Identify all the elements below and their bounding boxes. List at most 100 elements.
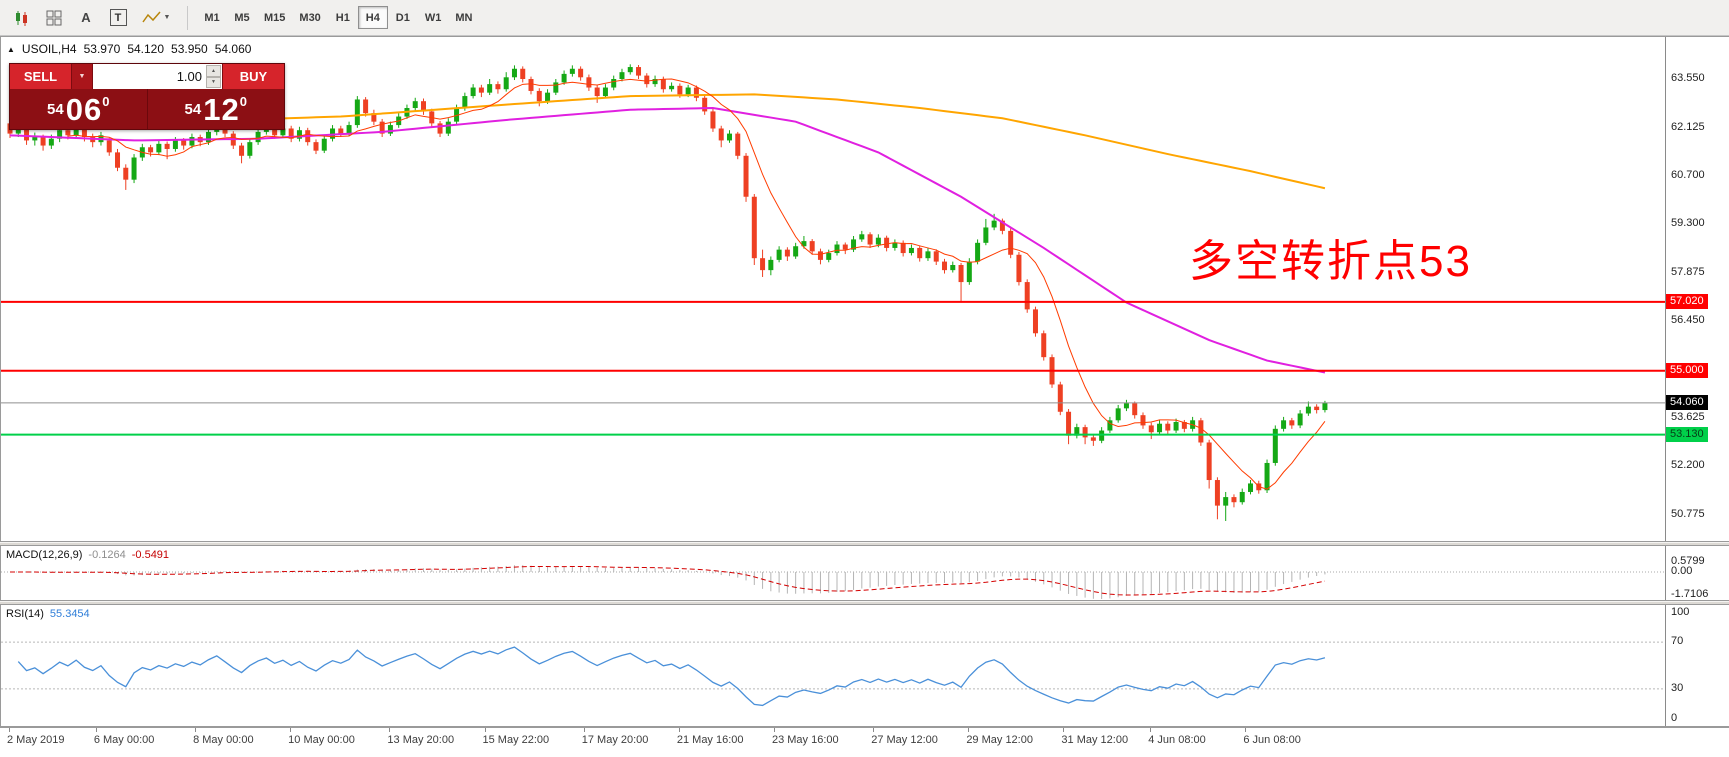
time-tick [583, 728, 585, 732]
buy-price-point: 0 [239, 94, 247, 109]
text-tool-icon[interactable]: A [71, 4, 101, 31]
time-label: 2 May 2019 [7, 734, 65, 746]
close-value: 54.060 [214, 42, 252, 56]
sell-price-pips: 06 [65, 91, 103, 127]
open-value: 53.970 [83, 42, 121, 56]
macd-tick: -1.7106 [1671, 588, 1709, 600]
time-label: 6 Jun 08:00 [1243, 734, 1301, 746]
price-tick: 60.700 [1671, 169, 1705, 182]
one-click-toggle-icon[interactable]: ▲ [7, 44, 15, 54]
rsi-name: RSI(14) [6, 608, 44, 620]
timeframe-h1[interactable]: H1 [335, 11, 350, 24]
time-label: 4 Jun 08:00 [1148, 734, 1206, 746]
volume-input[interactable] [93, 64, 222, 89]
macd-signal-value: -0.5491 [131, 549, 170, 561]
high-value: 54.120 [127, 42, 165, 56]
buy-price-major: 54 [184, 100, 202, 118]
timeframe-d1[interactable]: D1 [395, 11, 410, 24]
timeframe-h4[interactable]: H4 [357, 6, 388, 29]
rsi-tick: 70 [1671, 635, 1684, 648]
rsi-panel: RSI(14) 55.3454 100 70 30 0 [0, 604, 1729, 727]
rsi-value: 55.3454 [49, 608, 90, 620]
macd-label: MACD(12,26,9) -0.1264 -0.5491 [6, 549, 169, 561]
time-tick [873, 728, 875, 732]
time-label: 10 May 00:00 [288, 734, 355, 746]
toolbar: A T ▼ M1 M5 M15 M30 H1 H4 D1 W1 MN [0, 0, 1729, 36]
time-tick [484, 728, 486, 732]
buy-button[interactable]: BUY [222, 64, 284, 89]
chevron-down-icon: ▼ [163, 14, 171, 21]
time-label: 31 May 12:00 [1061, 734, 1129, 746]
indicators-icon[interactable]: ▼ [135, 4, 177, 31]
time-label: 23 May 16:00 [771, 734, 839, 746]
price-tick: 62.125 [1671, 120, 1705, 133]
time-label: 29 May 12:00 [966, 734, 1033, 746]
time-label: 15 May 22:00 [482, 734, 550, 746]
rsi-surface[interactable] [1, 605, 1665, 726]
macd-name: MACD(12,26,9) [6, 549, 83, 561]
time-tick [389, 728, 391, 732]
time-tick [678, 728, 680, 732]
price-line-label: 57.020 [1666, 293, 1708, 309]
price-tick: 63.550 [1671, 72, 1705, 84]
rsi-label: RSI(14) 55.3454 [6, 608, 90, 620]
sell-button[interactable]: SELL [10, 64, 72, 89]
low-value: 53.950 [171, 42, 208, 56]
grid-icon[interactable] [39, 4, 69, 31]
time-tick [1245, 728, 1247, 732]
timeframe-group: M1 M5 M15 M30 H1 H4 D1 W1 MN [197, 6, 479, 29]
macd-panel: MACD(12,26,9) -0.1264 -0.5491 0.5799 0.00… [0, 545, 1729, 601]
time-tick [9, 728, 10, 732]
volume-decrease-button[interactable]: ▼ [206, 76, 221, 88]
time-label: 27 May 12:00 [871, 734, 938, 746]
time-tick [290, 728, 292, 732]
symbol-period-label: USOIL,H4 [21, 42, 77, 56]
grid-glyph-icon [46, 10, 62, 25]
order-type-dropdown[interactable]: ▼ [72, 64, 93, 89]
volume-box: ▲ ▼ [93, 64, 222, 89]
sell-price-display[interactable]: 54 06 0 [10, 89, 148, 129]
boxed-t-icon: T [109, 9, 127, 26]
panel-divider[interactable] [0, 601, 1729, 604]
time-label: 6 May 00:00 [93, 734, 155, 746]
template-icon[interactable]: T [103, 4, 133, 31]
time-tick [773, 728, 775, 732]
time-tick [1150, 728, 1152, 732]
macd-tick: 0.00 [1671, 565, 1693, 577]
toolbar-separator [187, 5, 188, 30]
ohlc-header: ▲ USOIL,H4 53.970 54.120 53.950 54.060 [7, 42, 251, 56]
rsi-tick: 30 [1671, 681, 1684, 694]
volume-spinners: ▲ ▼ [206, 65, 221, 88]
timeframe-w1[interactable]: W1 [424, 11, 442, 24]
price-line-label: 55.000 [1666, 362, 1708, 378]
timeframe-m1[interactable]: M1 [204, 11, 220, 24]
macd-surface[interactable] [1, 546, 1665, 600]
timeframe-m15[interactable]: M15 [264, 11, 286, 24]
price-axis[interactable]: 63.550 62.125 60.700 59.300 57.875 56.450 53.6… [1665, 37, 1729, 541]
buy-price-pips: 12 [203, 91, 240, 127]
sell-price-point: 0 [102, 94, 110, 109]
price-tick: 59.300 [1671, 217, 1705, 230]
timeframe-mn[interactable]: MN [455, 11, 473, 24]
macd-tick: 0.5799 [1671, 555, 1705, 568]
rsi-axis: 100 70 30 0 [1665, 605, 1729, 726]
price-tick: 53.625 [1671, 410, 1705, 423]
price-tick: 57.875 [1671, 265, 1705, 278]
time-tick [195, 728, 197, 732]
price-tick: 50.775 [1671, 508, 1705, 520]
time-axis[interactable]: 2 May 2019 6 May 00:00 8 May 00:00 10 May 0… [0, 727, 1729, 757]
macd-axis: 0.5799 0.00 -1.7106 [1665, 546, 1729, 600]
rsi-tick: 0 [1671, 712, 1678, 724]
timeframe-m30[interactable]: M30 [299, 11, 321, 24]
time-label: 21 May 16:00 [676, 734, 744, 746]
sell-price-major: 54 [47, 100, 64, 118]
macd-main-value: -0.1264 [88, 549, 126, 561]
timeframe-m5[interactable]: M5 [234, 11, 250, 24]
time-label: 8 May 00:00 [193, 734, 254, 746]
volume-increase-button[interactable]: ▲ [206, 65, 221, 77]
one-click-trading-panel: SELL ▼ ▲ ▼ BUY 54 06 0 [9, 63, 285, 130]
chart-objects-icon[interactable] [7, 4, 37, 31]
buy-price-display[interactable]: 54 12 0 [148, 89, 285, 129]
candles-icon [16, 10, 27, 26]
panel-divider[interactable] [0, 542, 1729, 545]
